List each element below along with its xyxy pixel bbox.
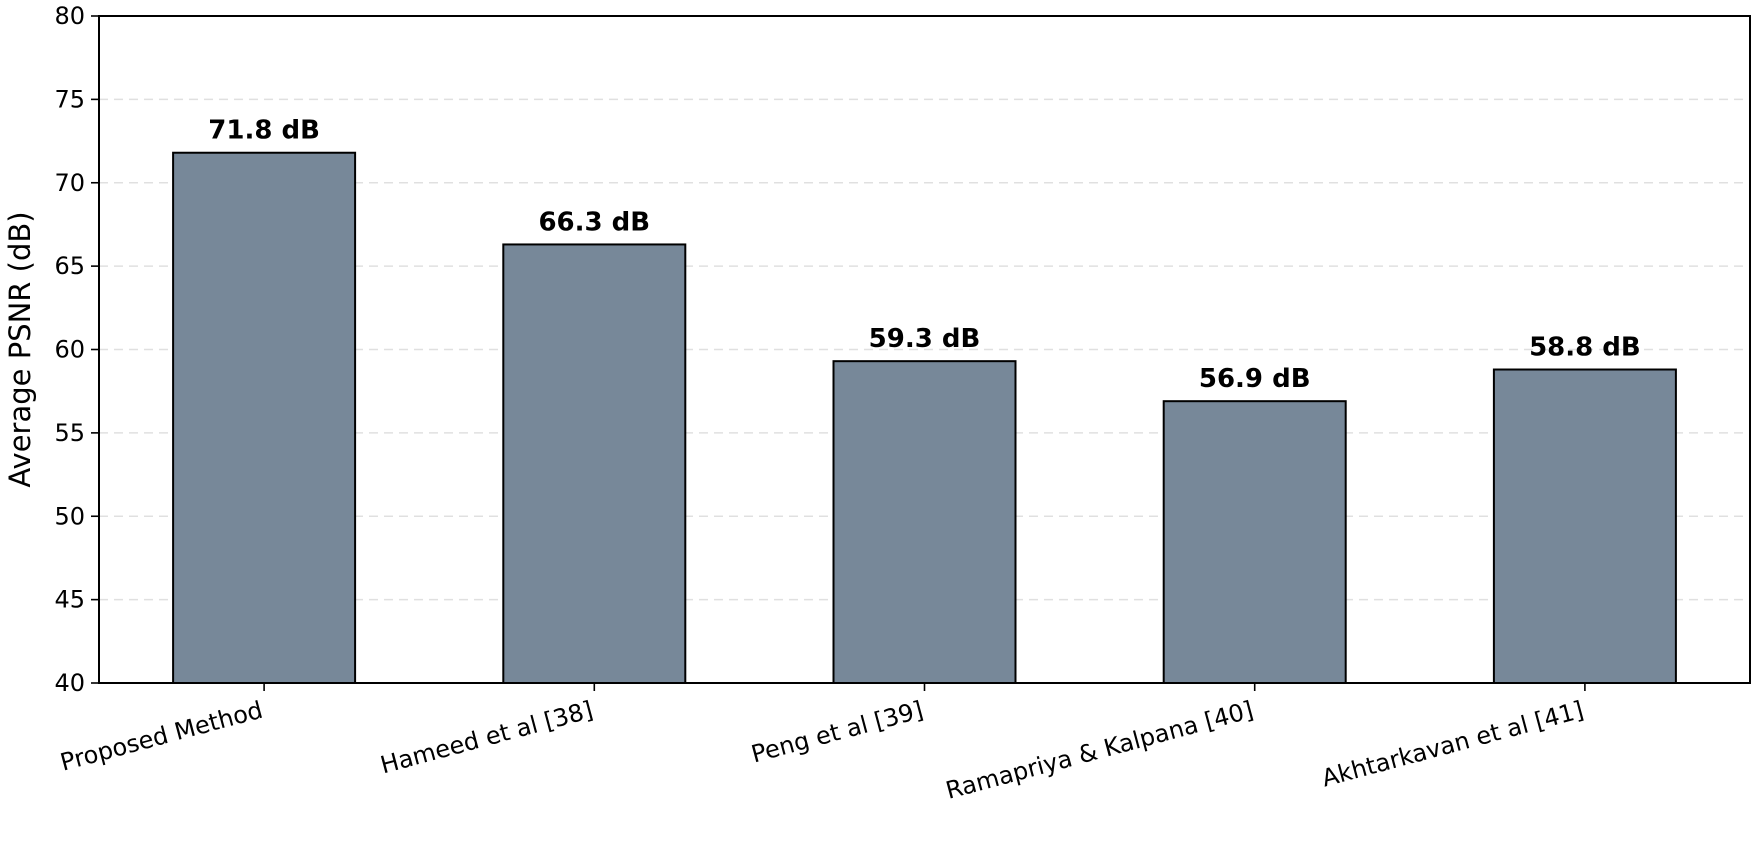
y-tick-label: 45 [54, 586, 85, 614]
y-tick-label: 60 [54, 336, 85, 364]
bars [172, 151, 1677, 685]
x-tick-label: Proposed Method [57, 696, 265, 777]
x-axis: Proposed Method Hameed et al [38] Peng et … [57, 683, 1586, 805]
y-axis: 40 45 50 55 60 65 70 75 80 [54, 2, 99, 697]
bar [1162, 400, 1347, 684]
x-tick-label: Akhtarkavan et al [41] [1319, 696, 1587, 793]
y-axis-label: Average PSNR (dB) [3, 211, 37, 487]
y-tick-label: 40 [54, 669, 85, 697]
bar [502, 243, 687, 684]
bar-value-label: 66.3 dB [538, 207, 650, 237]
bar-value-label: 71.8 dB [208, 116, 320, 146]
y-tick-label: 55 [54, 419, 85, 447]
y-tick-label: 80 [54, 2, 85, 30]
x-tick-label: Peng et al [39] [748, 696, 926, 769]
bar-value-label: 56.9 dB [1199, 364, 1311, 394]
y-tick-label: 70 [54, 169, 85, 197]
bar [832, 360, 1017, 684]
y-tick-label: 50 [54, 502, 85, 530]
bar [172, 151, 357, 685]
y-tick-label: 75 [54, 85, 85, 113]
y-tick-label: 65 [54, 252, 85, 280]
bar-value-label: 59.3 dB [869, 324, 981, 354]
x-tick-label: Ramapriya & Kalpana [40] [943, 696, 1256, 805]
bar-value-label: 58.8 dB [1529, 333, 1641, 363]
data-labels: 71.8 dB 66.3 dB 59.3 dB 56.9 dB 58.8 dB [208, 116, 1640, 394]
x-tick-label: Hameed et al [38] [377, 696, 595, 780]
bar [1492, 368, 1677, 684]
